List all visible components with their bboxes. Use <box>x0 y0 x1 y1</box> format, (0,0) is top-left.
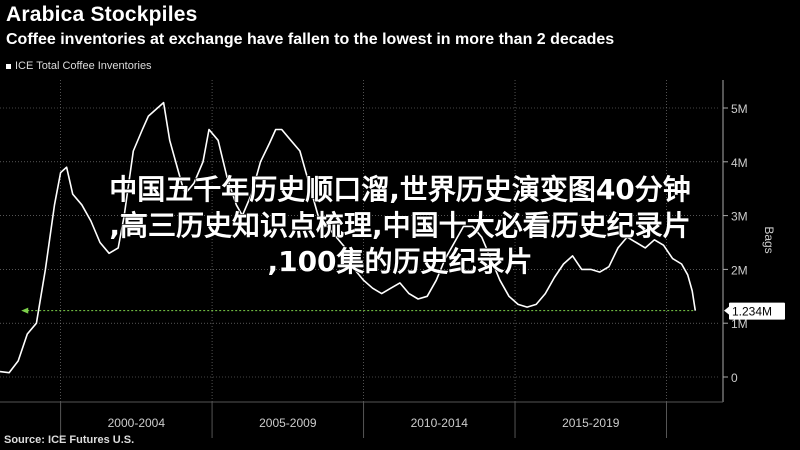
overlay-line-2: ,高三历史知识点梳理,中国十大必看历史纪录片 <box>109 208 691 242</box>
overlay-line-3: ,100集的历史纪录片 <box>267 244 533 278</box>
x-tick-label: 2010-2014 <box>411 416 469 430</box>
legend: ICE Total Coffee Inventories <box>6 60 152 72</box>
last-value-label: 1.234M <box>732 305 772 319</box>
legend-label: ICE Total Coffee Inventories <box>15 60 152 72</box>
reference-arrow-icon <box>21 307 29 314</box>
last-value-pointer <box>724 306 729 315</box>
y-tick-label: 5M <box>731 102 748 116</box>
x-tick-label: 2000-2004 <box>108 416 166 430</box>
legend-swatch <box>6 63 11 69</box>
y-axis-title: Bags <box>762 226 776 253</box>
last-value-box <box>729 302 785 320</box>
overlay-line-1: 中国五千年历史顺口溜,世界历史演变图40分钟 <box>109 172 692 206</box>
x-tick-label: 2015-2019 <box>562 416 620 430</box>
overlay-text: 中国五千年历史顺口溜,世界历史演变图40分钟 ,高三历史知识点梳理,中国十大必看… <box>0 172 800 280</box>
chart-subtitle: Coffee inventories at exchange have fall… <box>6 31 615 48</box>
y-tick-label: 4M <box>731 156 748 170</box>
y-tick-label: 2M <box>731 263 748 277</box>
y-tick-label: 1M <box>731 317 748 331</box>
series-line <box>0 101 697 374</box>
y-tick-label: 0 <box>731 371 738 385</box>
x-tick-label: 2005-2009 <box>259 416 317 430</box>
source-note: Source: ICE Futures U.S. <box>4 434 135 446</box>
y-tick-label: 3M <box>731 210 748 224</box>
chart-title: Arabica Stockpiles <box>6 3 198 26</box>
